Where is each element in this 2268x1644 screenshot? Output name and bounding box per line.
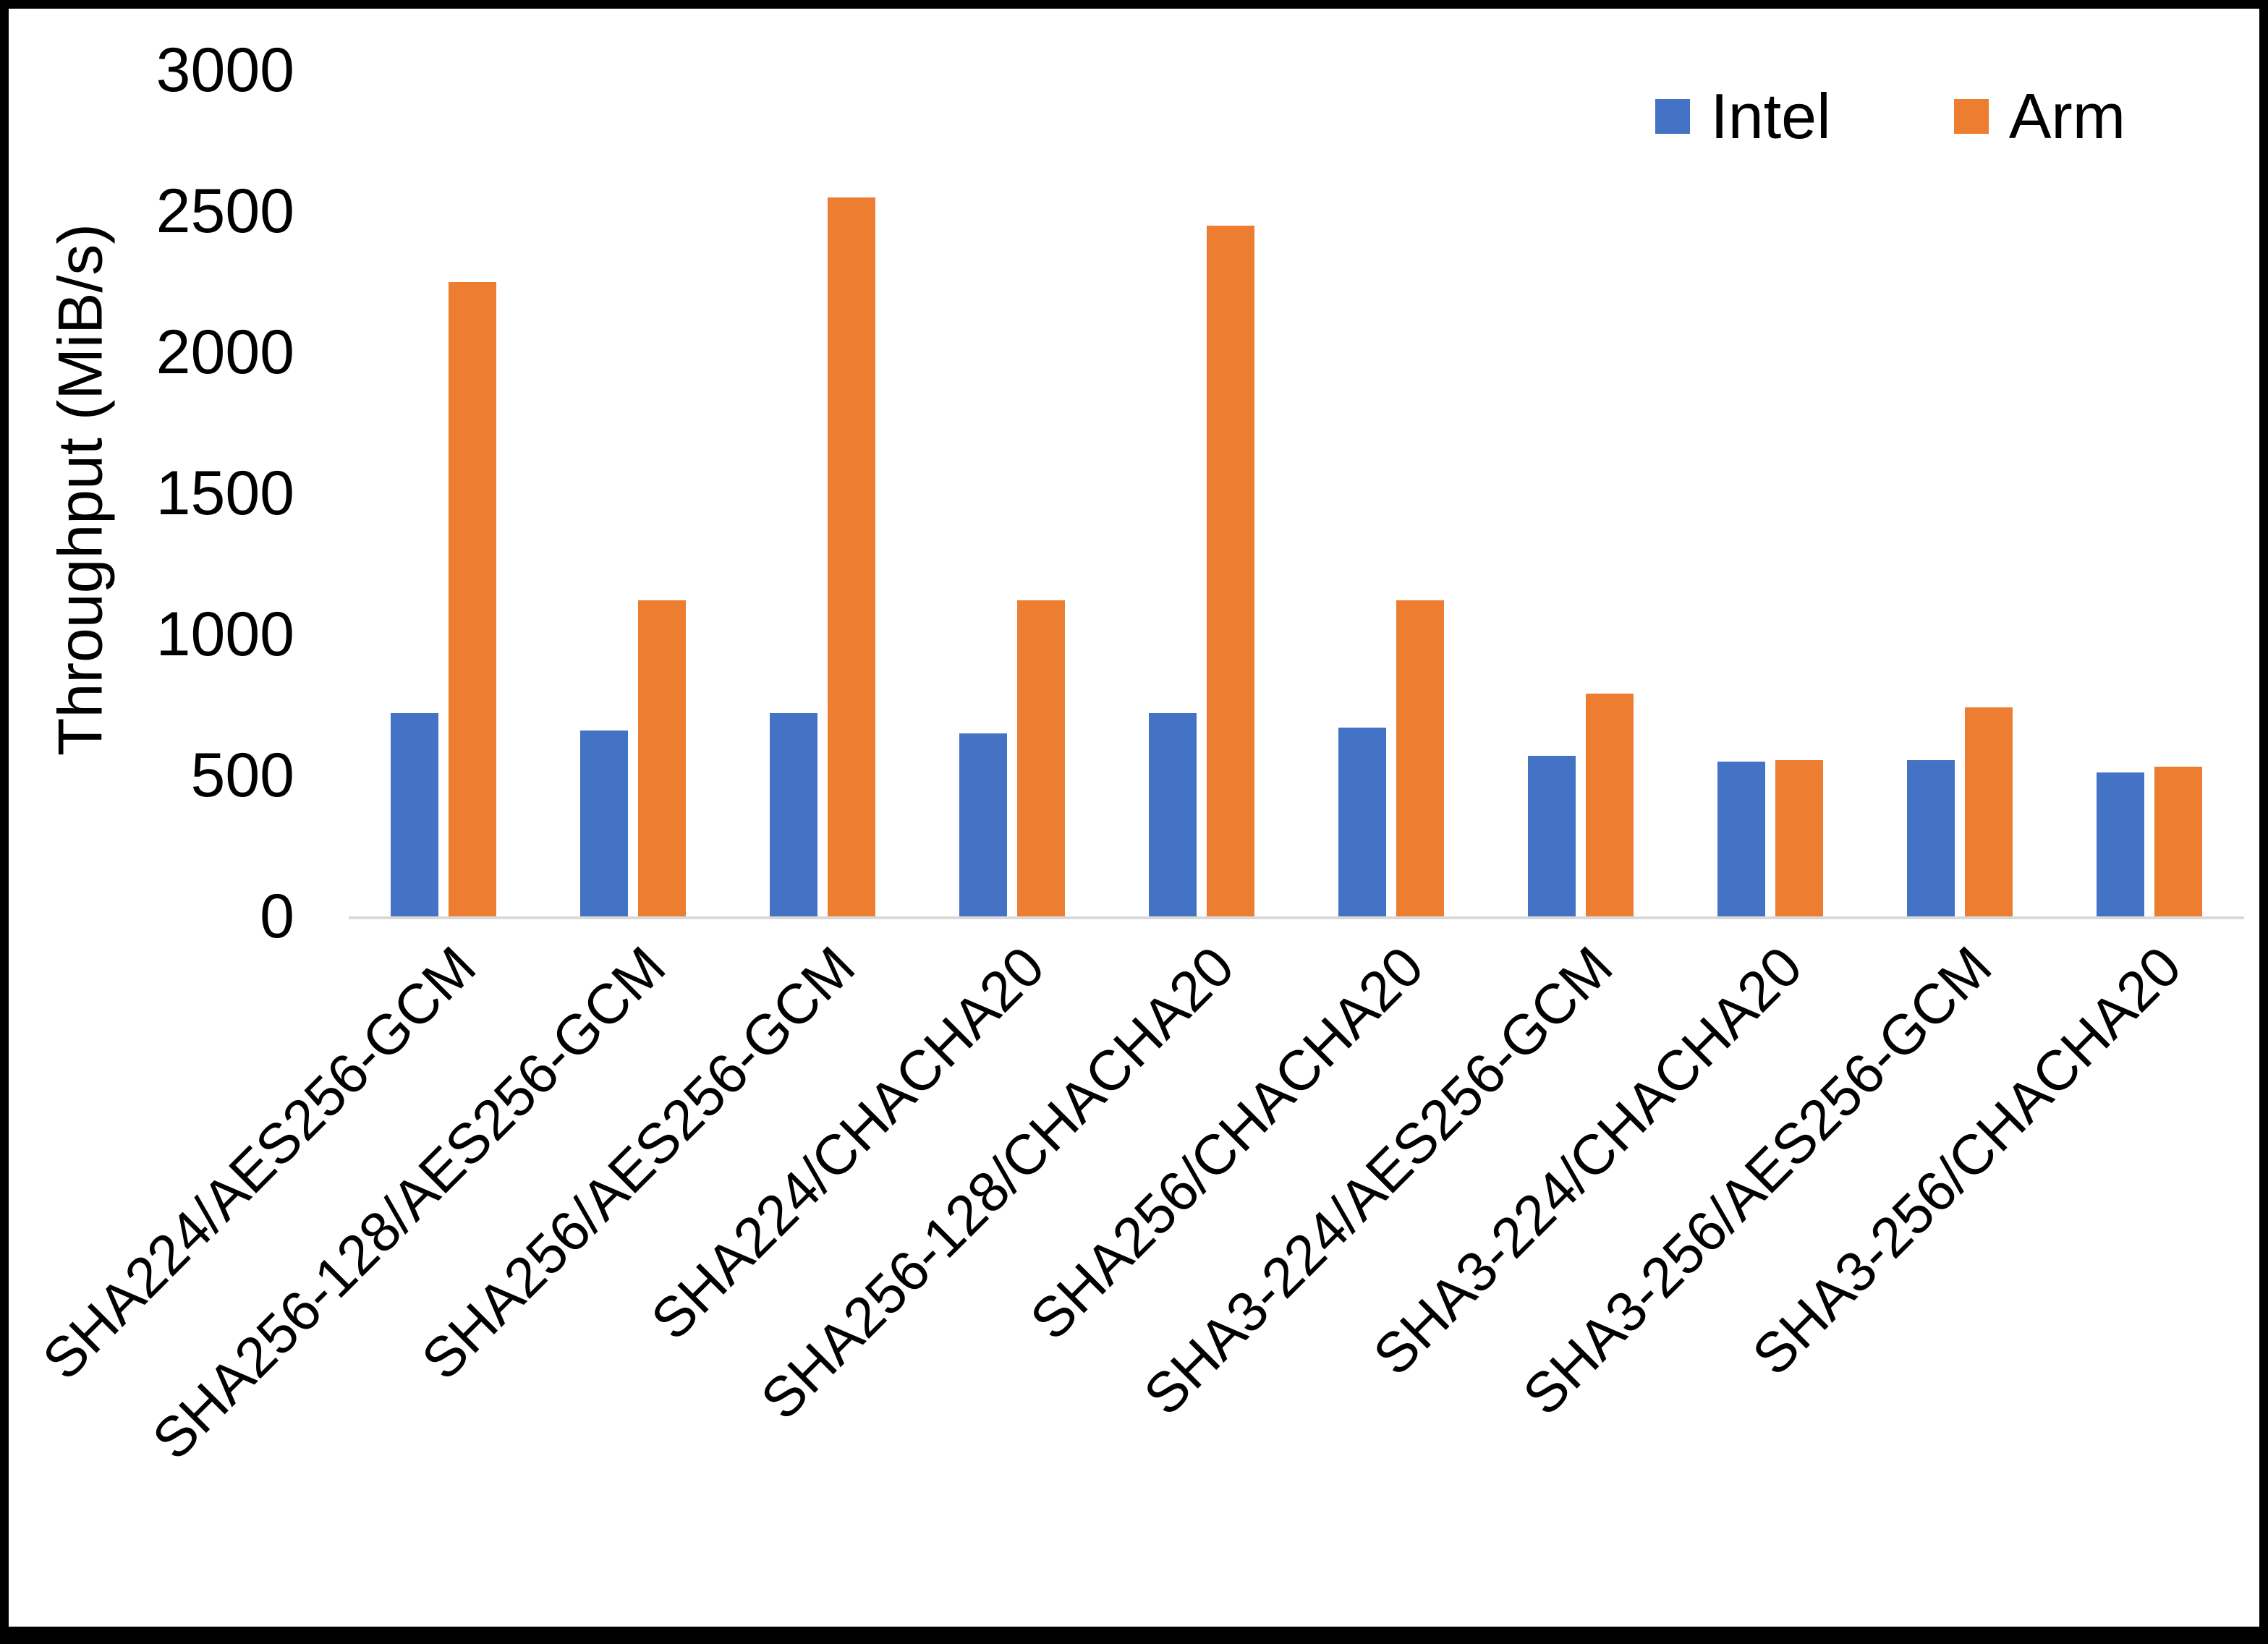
bar-arm-2 [828,197,875,916]
bar-intel-7 [1717,761,1765,916]
bar-arm-3 [1017,600,1065,916]
legend-swatch-arm [1953,99,1989,134]
y-tick-label-1000: 1000 [156,600,294,669]
bar-intel-0 [391,713,438,916]
y-tick-label-0: 0 [260,882,294,951]
y-tick-label-500: 500 [190,741,295,810]
bar-group-0: SHA224/AES256-GCM [30,70,538,1392]
bar-intel-9 [2097,772,2144,916]
y-axis-ticks: 0 500 1000 1500 2000 2500 3000 [9,39,327,947]
bar-intel-5 [1338,727,1386,916]
bar-arm-8 [1965,707,2013,916]
bar-intel-1 [580,730,628,916]
bar-intel-3 [959,733,1007,916]
legend-item-intel: Intel [1655,80,1831,152]
bar-group-3: SHA224/CHACHA20 [639,70,1107,1352]
bar-group-2: SHA256/AES256-GCM [409,70,917,1392]
bar-intel-8 [1907,759,1955,916]
bar-arm-1 [638,600,686,916]
plot-area: SHA224/AES256-GCM SHA256-128/AES256-GCM SH… [30,70,2244,1471]
bar-group-6: SHA3-224/AES256-GCM [1131,70,1675,1427]
legend-label-intel: Intel [1710,80,1831,152]
bar-intel-2 [770,713,817,916]
y-tick-label-2000: 2000 [156,318,294,387]
y-tick-label-3000: 3000 [156,35,294,105]
bar-arm-9 [2154,767,2202,916]
bar-arm-6 [1586,693,1634,916]
bars-area: SHA224/AES256-GCM SHA256-128/AES256-GCM SH… [30,70,2244,1471]
legend-item-arm: Arm [1953,80,2125,152]
bar-intel-4 [1149,713,1197,916]
y-tick-label-2500: 2500 [156,176,294,246]
legend-swatch-intel [1655,99,1691,134]
bar-arm-5 [1396,600,1444,916]
bar-arm-4 [1207,225,1254,916]
bar-group-5: SHA256/CHACHA20 [1018,70,1486,1352]
bar-arm-7 [1775,759,1823,916]
y-tick-label-1500: 1500 [156,459,294,528]
bar-intel-6 [1528,755,1576,916]
bar-group-4: SHA256-128/CHACHA20 [748,70,1296,1431]
legend: Intel Arm [1655,85,2125,148]
bar-group-7: SHA3-224/CHACHA20 [1362,70,1865,1387]
bar-group-1: SHA256-128/AES256-GCM [140,70,728,1471]
bar-group-8: SHA3-256/AES256-GCM [1511,70,2055,1427]
bar-group-9: SHA3-256/CHACHA20 [1741,70,2244,1387]
bar-arm-0 [449,281,496,916]
legend-label-arm: Arm [2008,80,2125,152]
